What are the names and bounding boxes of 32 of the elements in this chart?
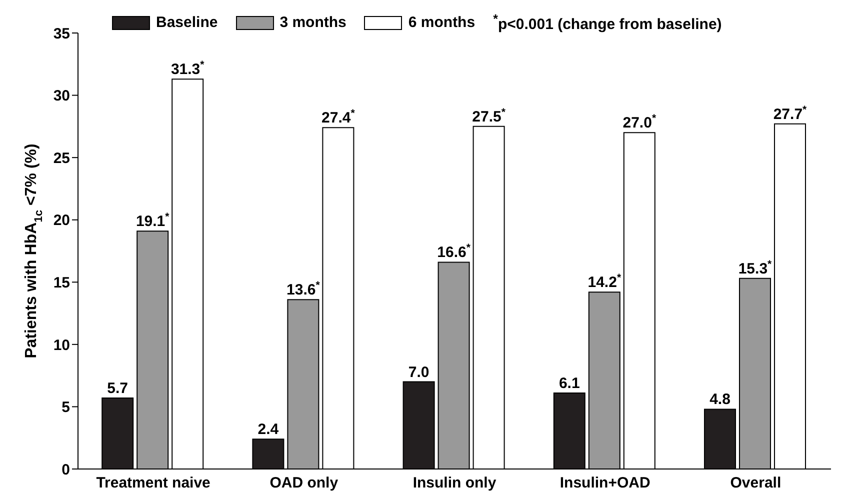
data-label: 6.1 xyxy=(558,375,580,392)
x-tick-label: Treatment naive xyxy=(96,474,210,492)
y-tick-label: 10 xyxy=(53,336,70,354)
legend-label: 3 months xyxy=(278,14,346,31)
data-label: 27.5$^{*}$ xyxy=(472,106,506,126)
data-label: 4.8 xyxy=(710,391,730,408)
data-label: 14.2$^{*}$ xyxy=(588,272,622,292)
data-label: 27.0$^{*}$ xyxy=(622,112,657,132)
data-label: 15.3$^{*}$ xyxy=(738,258,773,278)
data-label: 27.4$^{*}$ xyxy=(322,108,356,127)
data-label: 2.4 xyxy=(258,421,280,438)
y-tick-label: 30 xyxy=(53,88,70,105)
data-label: 31.3$^{*}$ xyxy=(170,59,206,78)
y-tick-label: 5 xyxy=(62,399,70,416)
annotation: $^{*}$p<0.001 (change from baseline) xyxy=(493,12,722,33)
x-tick-label: Overall xyxy=(730,474,782,492)
x-tick-label: Insulin+OAD xyxy=(560,474,650,492)
y-tick-label: 20 xyxy=(53,212,70,230)
x-tick-label: OAD only xyxy=(270,474,339,492)
legend-label: Baseline xyxy=(155,14,218,31)
data-label: 5.7 xyxy=(107,380,128,397)
data-label: 13.6$^{*}$ xyxy=(286,280,321,299)
data-label: 27.7$^{*}$ xyxy=(773,104,808,123)
y-tick-label: 25 xyxy=(53,150,70,167)
data-label: 7.0 xyxy=(408,364,430,381)
y-tick-label: 0 xyxy=(62,461,70,478)
x-tick-label: Insulin only xyxy=(412,474,497,492)
y-tick-label: 35 xyxy=(53,25,70,42)
y-tick-label: 15 xyxy=(53,274,70,292)
data-label: 19.1$^{*}$ xyxy=(136,211,170,230)
data-label: 16.6$^{*}$ xyxy=(437,242,472,262)
legend-label: 6 months xyxy=(407,14,476,31)
